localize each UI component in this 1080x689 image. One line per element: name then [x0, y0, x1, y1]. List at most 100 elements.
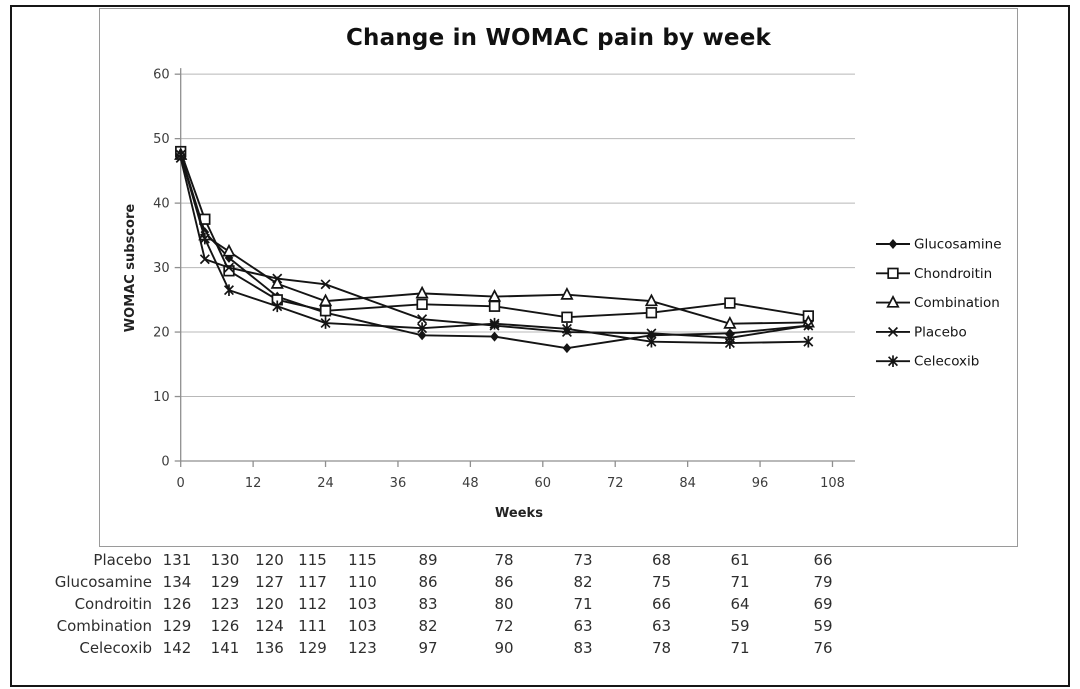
table-row: Combination 129 126 124 111 103 82 72 63 63 59 59 — [14, 615, 1054, 637]
y-tick-label: 20 — [153, 326, 170, 341]
diamond-marker-icon — [888, 239, 898, 249]
x-marker-placebo — [223, 262, 234, 273]
count-cell: 66 — [813, 551, 833, 569]
x-marker-icon — [887, 326, 899, 337]
asterisk-marker-celecoxib — [489, 317, 500, 330]
x-marker-placebo — [646, 328, 657, 339]
count-cell: 72 — [494, 617, 514, 635]
asterisk-marker-celecoxib — [417, 322, 428, 334]
y-axis-title: WOMAC subscore — [123, 203, 138, 333]
x-marker-placebo — [272, 273, 283, 284]
count-cell: 71 — [573, 595, 593, 613]
count-cell: 66 — [651, 595, 672, 613]
y-tick-label: 10 — [153, 390, 170, 405]
x-tick-label: 12 — [245, 476, 262, 491]
page-border: 0 10 20 30 40 50 60 0 12 24 36 48 60 72 84 96 108 Glucosa… — [10, 5, 1070, 687]
square-marker-chondroitin — [561, 311, 573, 323]
count-cell: 129 — [210, 573, 240, 591]
count-cell: 142 — [162, 639, 192, 657]
count-cell: 117 — [298, 573, 327, 591]
triangle-marker-combination — [270, 276, 284, 289]
table-row: Placebo 131 130 120 115 115 89 78 73 68 61 66 — [14, 549, 1054, 571]
count-cell: 63 — [651, 617, 672, 635]
count-cell: 112 — [298, 595, 327, 613]
count-cell: 63 — [573, 617, 593, 635]
count-cell: 69 — [813, 595, 833, 613]
legend-label-combination: Combination — [914, 295, 1000, 311]
count-cell: 90 — [494, 639, 514, 657]
x-tick-label: 48 — [462, 476, 479, 491]
count-cell: 59 — [813, 617, 833, 635]
y-tick-label: 60 — [153, 68, 170, 83]
count-cell: 136 — [255, 639, 284, 657]
diamond-marker-glucosamine — [417, 330, 427, 341]
x-tick-label: 108 — [820, 476, 845, 491]
count-cell: 82 — [418, 617, 438, 635]
triangle-marker-combination — [487, 288, 502, 302]
x-marker-placebo — [199, 254, 210, 265]
count-cell: 127 — [255, 573, 284, 591]
count-cell: 73 — [573, 551, 593, 569]
diamond-marker-glucosamine — [725, 328, 735, 339]
x-tick-label: 96 — [752, 476, 769, 491]
square-marker-chondroitin — [488, 300, 501, 312]
triangle-marker-combination — [415, 285, 429, 299]
asterisk-marker-celecoxib — [175, 148, 186, 161]
chart-area: 0 10 20 30 40 50 60 0 12 24 36 48 60 72 84 96 108 Glucosa… — [99, 8, 1018, 547]
legend-label-celecoxib: Celecoxib — [914, 354, 979, 370]
x-axis-title: Weeks — [495, 506, 543, 521]
square-marker-chondroitin — [645, 307, 658, 319]
count-cell: 126 — [162, 595, 192, 613]
count-cell: 64 — [730, 595, 750, 613]
count-cell: 120 — [255, 551, 284, 569]
count-cell: 123 — [348, 639, 377, 657]
table-row: Celecoxib 142 141 136 129 123 97 90 83 78 71 76 — [14, 637, 1054, 659]
count-cell: 124 — [255, 617, 284, 635]
row-label: Condroitin — [74, 595, 152, 613]
diamond-marker-glucosamine — [562, 343, 572, 354]
count-cell: 129 — [162, 617, 192, 635]
count-cell: 131 — [162, 551, 192, 569]
x-tick-label: 24 — [317, 476, 334, 491]
triangle-marker-combination — [723, 316, 737, 329]
risk-table: Placebo 131 130 120 115 115 89 78 73 68 61 66 Glucos… — [14, 549, 1054, 659]
square-marker-chondroitin — [223, 265, 235, 277]
asterisk-marker-celecoxib — [803, 335, 814, 348]
y-tick-label: 50 — [153, 132, 170, 147]
y-tick-label: 30 — [153, 261, 170, 276]
y-tick-label: 0 — [161, 455, 169, 470]
count-cell: 71 — [730, 573, 750, 591]
table-row: Condroitin 126 123 120 112 103 83 80 71 66 64 69 — [14, 593, 1054, 615]
x-tick-label: 84 — [679, 476, 696, 491]
count-cell: 141 — [210, 639, 240, 657]
count-cell: 86 — [418, 573, 438, 591]
count-cell: 86 — [494, 573, 514, 591]
count-cell: 103 — [348, 617, 377, 635]
table-row: Glucosamine 134 129 127 117 110 86 86 82 75 71 79 — [14, 571, 1054, 593]
x-marker-placebo — [417, 314, 428, 325]
count-cell: 120 — [255, 595, 284, 613]
x-tick-label: 72 — [607, 476, 624, 491]
square-marker-chondroitin — [724, 297, 736, 309]
row-label: Placebo — [93, 551, 152, 569]
x-marker-placebo — [803, 320, 814, 331]
count-cell: 130 — [210, 551, 240, 569]
count-cell: 134 — [162, 573, 192, 591]
square-marker-chondroitin — [319, 305, 332, 317]
count-cell: 75 — [651, 573, 672, 591]
triangle-marker-combination — [318, 293, 333, 307]
y-tick-label: 40 — [153, 197, 170, 212]
count-cell: 97 — [418, 639, 438, 657]
count-cell: 103 — [348, 595, 377, 613]
square-marker-icon — [887, 267, 899, 279]
count-cell: 68 — [651, 551, 672, 569]
series-line-celecoxib — [179, 154, 809, 344]
count-cell: 78 — [494, 551, 514, 569]
asterisk-marker-icon — [887, 355, 899, 367]
row-label: Celecoxib — [79, 639, 152, 657]
asterisk-marker-celecoxib — [646, 335, 657, 348]
diamond-marker-glucosamine — [224, 252, 234, 263]
count-cell: 83 — [418, 595, 438, 613]
count-cell: 78 — [651, 639, 672, 657]
x-tick-label: 36 — [390, 476, 407, 491]
